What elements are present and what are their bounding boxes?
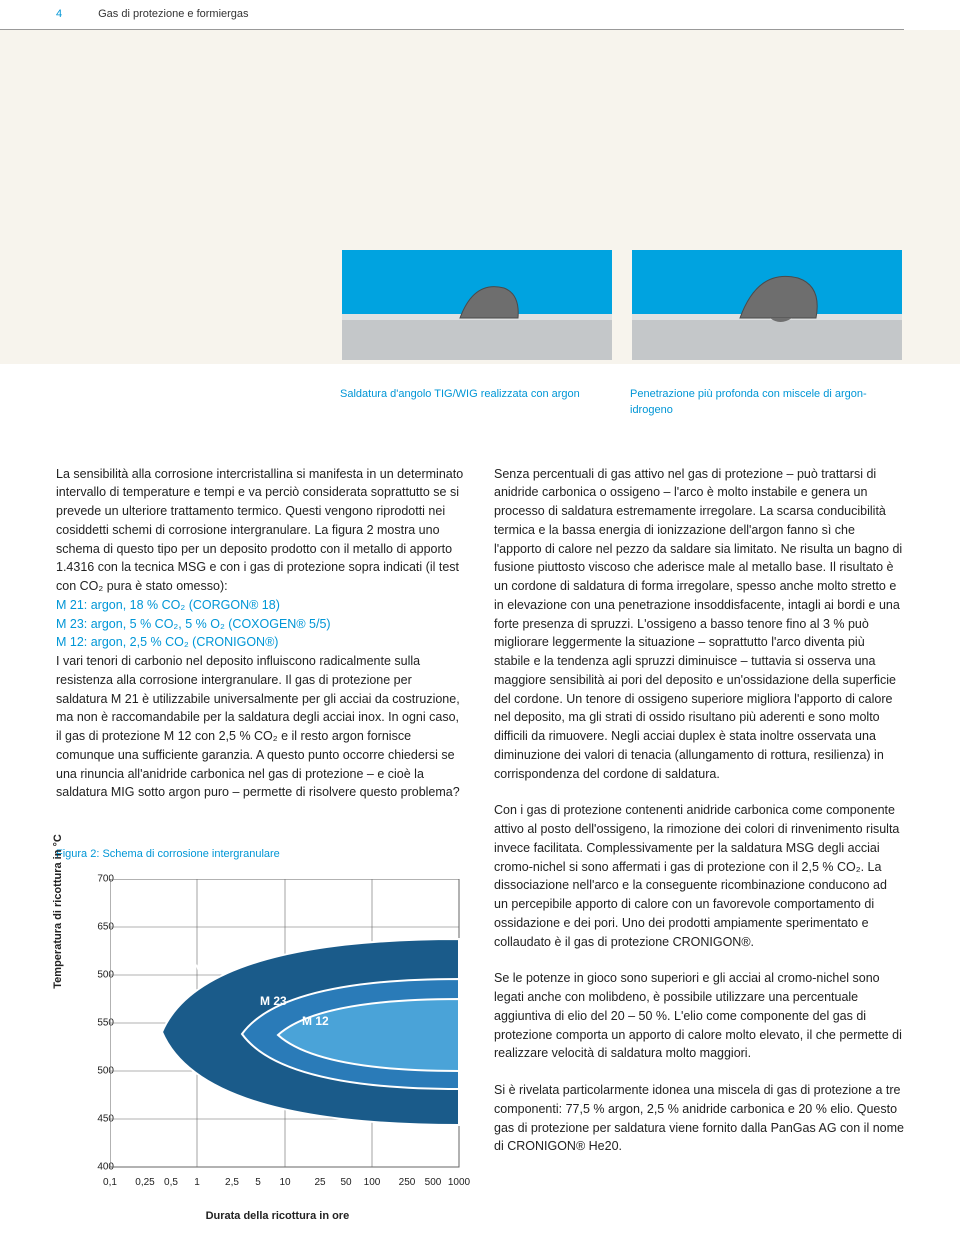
corrosion-chart: Temperatura di ricottura in °C 400450500… xyxy=(56,879,466,1219)
figure-title: Figura 2: Schema di corrosione intergran… xyxy=(56,846,466,863)
svg-text:M 21: M 21 xyxy=(194,962,221,976)
text-para: Se le potenze in gioco sono superiori e … xyxy=(494,969,904,1063)
text-para: Senza percentuali di gas attivo nel gas … xyxy=(494,465,904,784)
text-para: Con i gas di protezione contenenti anidr… xyxy=(494,801,904,951)
page-header: 4 Gas di protezione e formiergas xyxy=(0,0,904,30)
text-para: La sensibilità alla corrosione intercris… xyxy=(56,465,466,596)
weld-image-left xyxy=(342,250,612,360)
gas-m21: M 21: argon, 18 % CO₂ (CORGON® 18) xyxy=(56,596,466,615)
svg-text:M 23: M 23 xyxy=(260,994,287,1008)
page-number: 4 xyxy=(56,6,62,23)
chart-ylabel: Temperatura di ricottura in °C xyxy=(50,834,67,989)
chart-xlabel: Durata della ricottura in ore xyxy=(206,1208,350,1225)
text-para: I vari tenori di carbonio nel deposito i… xyxy=(56,652,466,802)
header-title: Gas di protezione e formiergas xyxy=(98,6,248,23)
text-para: Si è rivelata particolarmente idonea una… xyxy=(494,1081,904,1156)
gas-m12: M 12: argon, 2,5 % CO₂ (CRONIGON®) xyxy=(56,633,466,652)
weld-image-right xyxy=(632,250,902,360)
gas-m23: M 23: argon, 5 % CO₂, 5 % O₂ (COXOGEN® 5… xyxy=(56,615,466,634)
caption-left: Saldatura d'angolo TIG/WIG realizzata co… xyxy=(340,386,610,419)
caption-right: Penetrazione più profonda con miscele di… xyxy=(630,386,900,419)
svg-text:M 12: M 12 xyxy=(302,1014,329,1028)
chart-svg: M 21 M 23 M 12 xyxy=(110,879,470,1179)
left-column: La sensibilità alla corrosione intercris… xyxy=(56,465,466,1219)
right-column: Senza percentuali di gas attivo nel gas … xyxy=(494,465,904,1219)
hero-band xyxy=(0,30,960,364)
hero-captions: Saldatura d'angolo TIG/WIG realizzata co… xyxy=(0,364,960,419)
